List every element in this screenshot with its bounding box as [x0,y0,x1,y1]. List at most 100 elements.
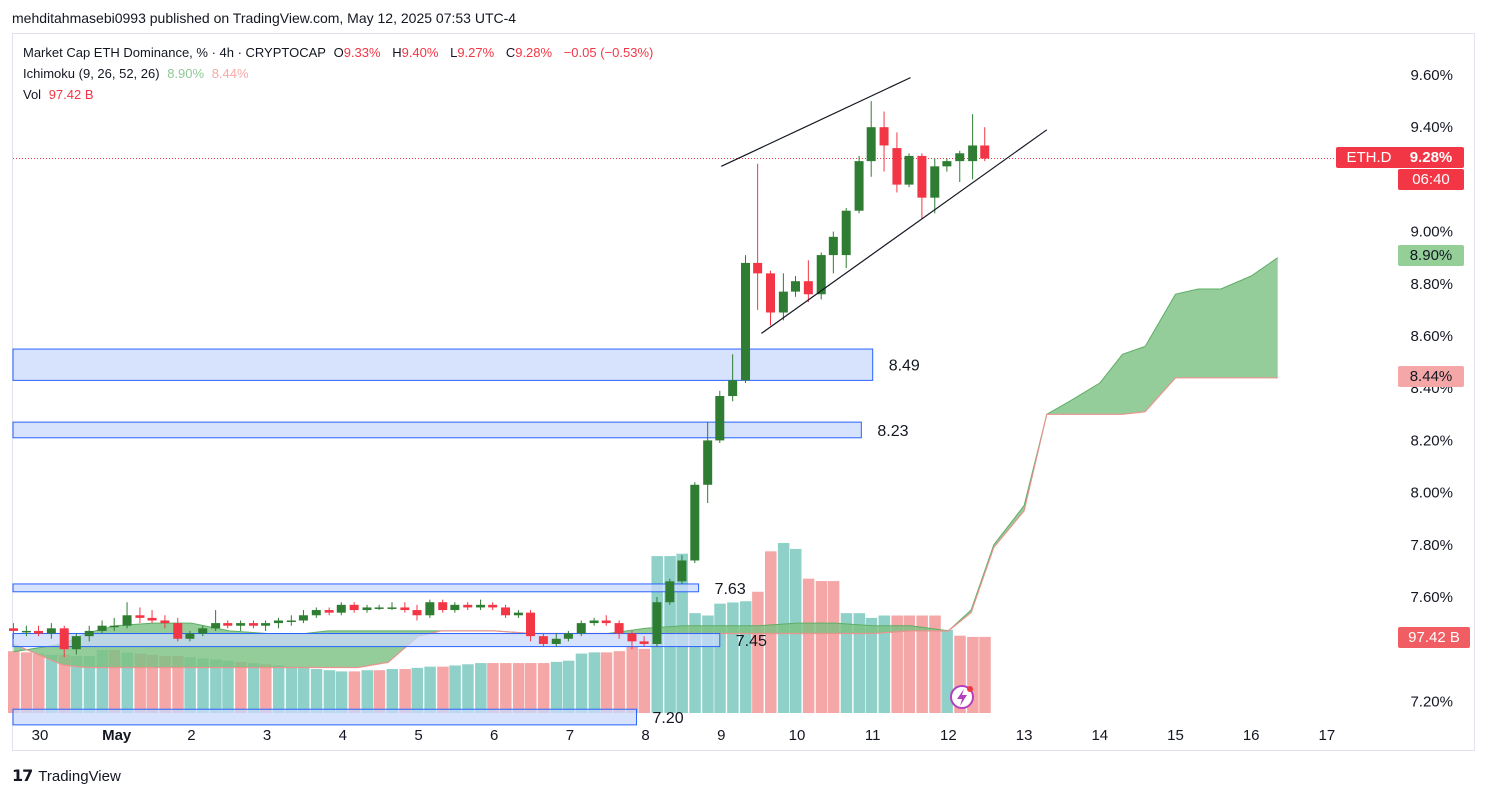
x-axis: 30 May 2 3 4 5 6 7 8 9 10 11 12 13 14 15 16 17 [32,727,1336,744]
x-tick-label: 10 [789,727,806,744]
candle-body [450,604,460,611]
volume-bar [702,615,714,713]
candle-body [336,604,346,613]
candle-body [9,628,19,631]
legend-close-label: C [505,45,516,60]
volume-bar [45,654,58,713]
symbol-price-tag: ETH.D [1336,147,1402,168]
zone-label: 8.49 [889,358,920,375]
volume-bar [752,591,764,713]
candle-body [816,255,826,295]
candle-body [97,625,107,631]
candle-body [84,630,94,637]
candle-body [778,291,788,313]
zone-box [12,633,721,648]
volume-bar [411,667,423,713]
volume-bar [247,663,260,713]
volume-bar [83,655,96,713]
candle-body [59,628,69,650]
volume-bar [260,664,272,713]
volume-bar [449,665,461,713]
x-tick-label: 15 [1167,727,1184,744]
candle-body [185,633,195,639]
candle-body [639,641,649,644]
candle-body [677,560,687,582]
x-tick-label: 16 [1243,727,1260,744]
candle-body [904,155,914,185]
trendline [721,77,911,167]
legend-open: 9.33% [343,45,381,60]
last-price-tag: 9.28% [1398,147,1464,168]
candle-body [488,604,498,608]
candle-body [854,161,864,211]
volume-bar [348,671,361,713]
candle-body [71,636,81,650]
y-tick-label: 7.80% [1410,537,1453,554]
volume-bar [941,629,953,713]
volume-bar [323,670,336,713]
y-tick-label: 7.60% [1410,589,1453,606]
x-tick-label: 17 [1319,727,1336,744]
candle-body [526,612,536,637]
volume-bar [500,663,512,713]
y-tick-label: 8.80% [1410,276,1453,293]
volume-bar [235,661,247,713]
candle-body [236,623,246,626]
x-tick-label: 9 [717,727,725,744]
span-b-tag: 8.44% [1398,366,1464,387]
legend-high-label: H [392,45,402,60]
legend-low: 9.27% [457,45,495,60]
x-tick-label: 6 [490,727,498,744]
volume-bar [802,578,815,713]
candle-body [601,620,611,624]
volume-tag: 97.42 B [1398,627,1470,648]
volume-bar [32,653,45,713]
volume-bar [285,666,298,713]
zone-box [12,421,862,439]
candle-body [589,620,599,624]
volume-bar [399,669,411,713]
candle-body [942,161,952,167]
candle-body [955,153,965,162]
candle-body [223,623,233,626]
volume-bar [58,654,71,713]
x-tick-label: 30 [32,727,49,744]
zone-box [12,348,874,381]
legend-open-label: O [333,45,344,60]
span-a-tag: 8.90% [1398,245,1464,266]
footer-brand: 𝟭𝟳 TradingView [12,766,121,786]
volume-bar [512,663,525,713]
candle-body [286,620,296,622]
volume-bars [8,543,991,713]
volume-bar [740,601,752,713]
candle-body [703,440,713,485]
volume-bar [361,670,374,713]
candle-body [551,638,561,644]
chart-frame [12,33,1475,751]
footer-brand-text: TradingView [38,767,121,785]
candle-body [261,623,271,626]
volume-label[interactable]: Vol [23,87,42,102]
legend-symbol[interactable]: Market Cap ETH Dominance, % · 4h · CRYPT… [23,45,326,60]
candle-body [841,210,851,256]
y-tick-label: 8.60% [1410,328,1453,345]
volume-bar [967,636,979,713]
x-tick-label: 3 [263,727,271,744]
volume-bar [134,653,146,713]
candle-body [766,273,776,313]
candle-body [311,610,321,616]
x-tick-label: 8 [641,727,649,744]
ichimoku-label[interactable]: Ichimoku (9, 26, 52, 26) [23,66,160,81]
volume-bar [865,617,878,713]
candle-body [917,155,927,198]
volume-bar [600,652,613,713]
volume-bar [424,666,436,713]
volume-bar [626,646,638,713]
candle-body [211,623,221,629]
candle-body [412,610,422,616]
x-tick-label: 2 [187,727,195,744]
candle-body [753,262,763,274]
volume-bar [525,663,537,713]
candle-body [198,628,208,634]
